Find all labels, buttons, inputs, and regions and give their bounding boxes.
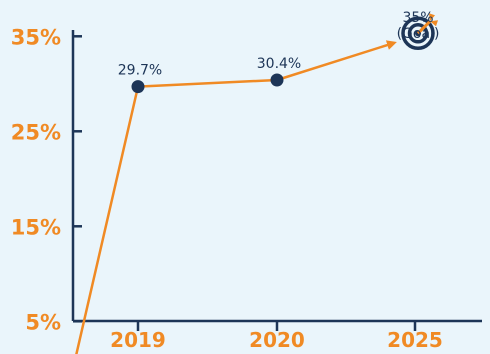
goal-label-line: 35% [402,10,433,26]
data-label: 30.4% [257,56,301,72]
data-point [131,80,145,94]
data-label: 29.7% [118,63,162,79]
data-point [270,73,284,87]
data-labels: 29.7% 30.4% 35%(Goal) [118,10,440,79]
goal-label-line: (Goal) [397,26,440,42]
y-tick-label: 15% [11,215,61,239]
target-icon [401,13,438,51]
x-ticks: 2019 2020 2025 [110,321,443,352]
y-tick-label: 35% [11,25,61,49]
x-tick-label: 2020 [249,328,305,352]
y-ticks: 5% 15% 25% 35% [11,25,82,334]
y-tick-label: 5% [25,310,61,334]
series-arrow [276,40,397,82]
series-line [75,78,278,354]
x-tick-label: 2025 [387,328,443,352]
data-series [75,13,438,354]
y-tick-label: 25% [11,120,61,144]
x-tick-label: 2019 [110,328,166,352]
